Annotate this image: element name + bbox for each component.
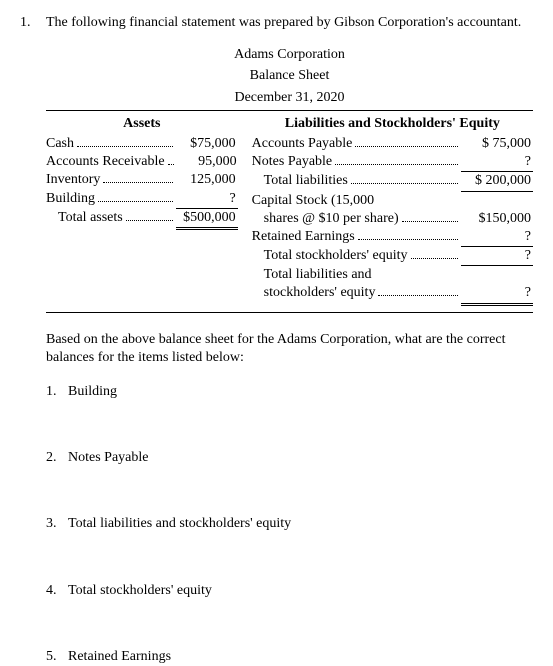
- liab-row: Notes Payable ?: [252, 153, 533, 172]
- asset-label: Accounts Receivable: [46, 153, 165, 171]
- sub-question: 2. Notes Payable: [46, 449, 533, 467]
- retained-amount: ?: [461, 228, 533, 247]
- liab-label: Notes Payable: [252, 153, 332, 171]
- asset-amount: 125,000: [176, 171, 238, 189]
- assets-column: Assets Cash $75,000 Accounts Receivable …: [46, 113, 246, 306]
- leader-dots: [378, 295, 458, 296]
- leader-dots: [358, 239, 458, 240]
- capital-row: Capital Stock (15,000: [252, 192, 533, 210]
- asset-row: Building ?: [46, 190, 238, 209]
- assets-heading: Assets: [46, 115, 238, 133]
- leader-dots: [103, 182, 172, 183]
- retained-label: Retained Earnings: [252, 228, 355, 246]
- sub-question-text: Notes Payable: [68, 449, 148, 467]
- tlse-amount: ?: [461, 284, 533, 305]
- capital-label-line2: shares @ $10 per share): [252, 210, 399, 228]
- sub-question-number: 2.: [46, 449, 68, 467]
- sub-question: 3. Total liabilities and stockholders' e…: [46, 515, 533, 533]
- leader-dots: [77, 146, 173, 147]
- tse-amount: ?: [461, 247, 533, 266]
- tlse-label-line1: Total liabilities and: [252, 266, 372, 284]
- asset-amount: $75,000: [176, 135, 238, 153]
- sub-question: 5. Retained Earnings: [46, 648, 533, 666]
- sub-question-text: Total liabilities and stockholders' equi…: [68, 515, 291, 533]
- leader-dots: [168, 164, 174, 165]
- tlse-label-line2: stockholders' equity: [252, 284, 376, 302]
- sub-question: 4. Total stockholders' equity: [46, 582, 533, 600]
- liab-amount: ?: [461, 153, 533, 172]
- leader-dots: [351, 183, 458, 184]
- capital-amount: $150,000: [461, 210, 533, 228]
- asset-label: Building: [46, 190, 95, 208]
- sub-question: 1. Building: [46, 383, 533, 401]
- leader-dots: [126, 220, 173, 221]
- question-number: 1.: [20, 14, 46, 32]
- asset-row: Accounts Receivable 95,000: [46, 153, 238, 171]
- retained-row: Retained Earnings ?: [252, 228, 533, 247]
- bs-title: Balance Sheet: [46, 67, 533, 85]
- asset-amount: ?: [176, 190, 238, 209]
- asset-amount: 95,000: [177, 153, 239, 171]
- sub-question-number: 1.: [46, 383, 68, 401]
- sub-question-number: 5.: [46, 648, 68, 666]
- liabilities-heading: Liabilities and Stockholders' Equity: [252, 115, 533, 133]
- liab-row: Total liabilities $ 200,000: [252, 172, 533, 191]
- leader-dots: [335, 164, 458, 165]
- tse-label: Total stockholders' equity: [252, 247, 408, 265]
- capital-row: shares @ $10 per share) $150,000: [252, 210, 533, 228]
- post-question-text: Based on the above balance sheet for the…: [46, 331, 523, 367]
- question-intro: 1. The following financial statement was…: [20, 14, 533, 32]
- liab-amount: $ 75,000: [461, 135, 533, 153]
- balance-sheet: Adams Corporation Balance Sheet December…: [46, 46, 533, 312]
- bs-date: December 31, 2020: [46, 89, 533, 107]
- tse-row: Total stockholders' equity ?: [252, 247, 533, 266]
- tlse-row: stockholders' equity ?: [252, 284, 533, 305]
- capital-label-line1: Capital Stock (15,000: [252, 192, 375, 210]
- sub-question-text: Total stockholders' equity: [68, 582, 212, 600]
- asset-row: Inventory 125,000: [46, 171, 238, 189]
- leader-dots: [402, 221, 458, 222]
- liab-label: Accounts Payable: [252, 135, 353, 153]
- tlse-row: Total liabilities and: [252, 266, 533, 284]
- sub-question-number: 4.: [46, 582, 68, 600]
- leader-dots: [98, 201, 173, 202]
- liab-label: Total liabilities: [252, 172, 348, 190]
- asset-amount: $500,000: [176, 209, 238, 230]
- question-intro-text: The following financial statement was pr…: [46, 14, 521, 32]
- asset-label: Inventory: [46, 171, 100, 189]
- asset-row: Cash $75,000: [46, 135, 238, 153]
- sub-question-text: Retained Earnings: [68, 648, 171, 666]
- asset-label: Cash: [46, 135, 74, 153]
- liabilities-column: Liabilities and Stockholders' Equity Acc…: [246, 113, 533, 306]
- asset-label: Total assets: [46, 209, 123, 227]
- sub-question-number: 3.: [46, 515, 68, 533]
- leader-dots: [355, 146, 458, 147]
- asset-row: Total assets $500,000: [46, 209, 238, 230]
- liab-row: Accounts Payable $ 75,000: [252, 135, 533, 153]
- bs-company: Adams Corporation: [46, 46, 533, 64]
- sub-question-text: Building: [68, 383, 117, 401]
- liab-amount: $ 200,000: [461, 172, 533, 191]
- bs-top-rule: [46, 110, 533, 111]
- bs-bottom-rule: [46, 312, 533, 313]
- leader-dots: [411, 258, 458, 259]
